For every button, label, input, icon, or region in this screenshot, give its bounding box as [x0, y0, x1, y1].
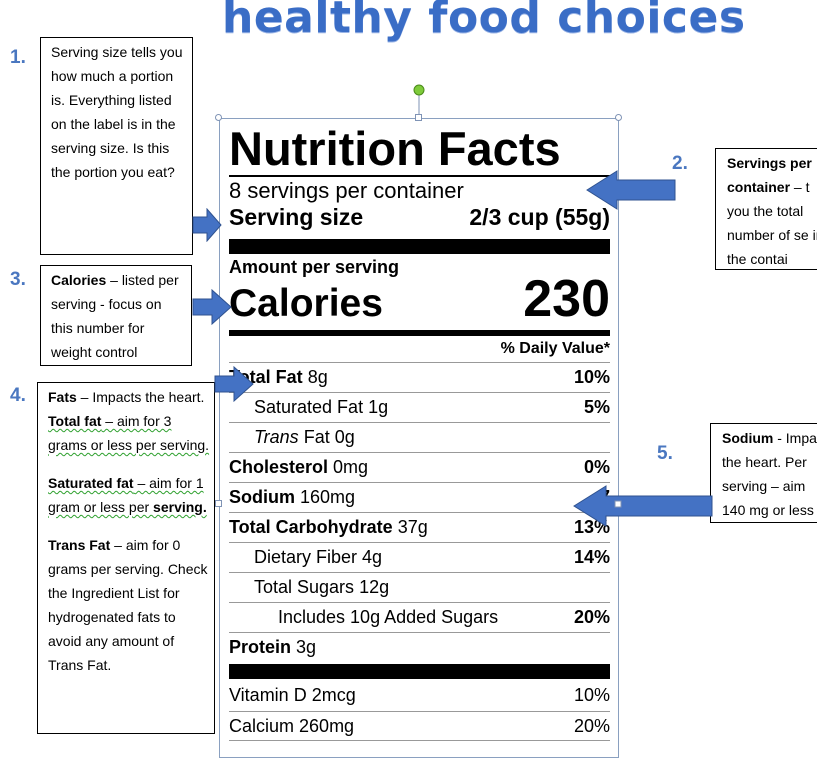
nutrient-pct: 10% [573, 685, 610, 705]
arrow-right-icon [214, 366, 254, 402]
servings-per-container: 8 servings per container [229, 178, 464, 203]
nutrient-amount: 2mcg [311, 685, 356, 705]
nutrition-facts-label[interactable]: Nutrition Facts 8 servings per container… [219, 118, 619, 758]
divider [229, 175, 610, 177]
serving-size-label: Serving size [229, 204, 364, 230]
note-fats: Fats – Impacts the heart. Total fat – ai… [37, 382, 215, 734]
divider-thick [229, 664, 610, 679]
nutrient-row-protein: Protein 3g [229, 633, 610, 662]
arrow-left-icon [586, 170, 676, 210]
nutrient-name: Vitamin D [229, 685, 307, 705]
resize-handle[interactable] [215, 114, 222, 121]
nutrient-name: Trans [254, 427, 299, 447]
nutrient-name: Total Carbohydrate [229, 517, 393, 537]
nutrient-amount: 0mg [333, 457, 369, 477]
nutrient-row-total-fat: Total Fat 8g 10% [229, 363, 610, 393]
note-sodium: Sodium - Impa the heart. Per serving – a… [710, 423, 817, 523]
label-title: Nutrition Facts [229, 122, 561, 175]
nutrient-name: Protein [229, 637, 292, 657]
note-4-fats-heading: Fats [48, 389, 77, 405]
nutrient-row-trans-fat: Trans Fat 0g [229, 423, 610, 453]
nutrient-name: Sodium [229, 487, 295, 507]
nutrient-pct: 14% [573, 547, 610, 567]
note-2-text: – t you the total number of se in the co… [727, 179, 817, 267]
note-calories: Calories – listed per serving - focus on… [40, 265, 192, 366]
note-4-fats-text: – Impacts the heart. [76, 389, 205, 405]
nutrient-row-cholesterol: Cholesterol 0mg 0% [229, 453, 610, 483]
nutrient-row-sodium: Sodium 160mg 7 [229, 483, 610, 513]
note-4-total-text: – aim for 3 grams or less per serving. [48, 413, 210, 453]
nutrient-name: Total Sugars [254, 577, 355, 597]
note-2-heading: Servings per container [727, 155, 812, 195]
resize-handle[interactable] [615, 114, 622, 121]
note-5-text: - Impa the heart. Per serving – aim 140 … [722, 430, 817, 518]
nutrient-name: Calcium [229, 716, 295, 736]
arrow-right-icon [192, 289, 232, 325]
note-4-trans-text: – aim for 0 grams per serving. Check the… [48, 537, 208, 673]
arrow-right-icon [192, 208, 222, 242]
nutrient-amount: 4g [362, 547, 383, 567]
nutrient-amount: 3g [296, 637, 317, 657]
divider-thick [229, 239, 610, 254]
note-4-trans-heading: Trans Fat [48, 537, 111, 553]
calories-label: Calories [229, 282, 383, 325]
rotate-handle[interactable] [410, 82, 430, 122]
nutrient-name: Dietary Fiber [254, 547, 358, 567]
note-5-heading: Sodium [722, 430, 774, 446]
serving-size-value: 2/3 cup (55g) [469, 204, 610, 230]
note-4-sat-text: – aim for 1 gram or less per [48, 475, 204, 515]
nutrient-amount: 8g [307, 367, 328, 387]
note-3-heading: Calories [51, 272, 107, 288]
nutrient-row-total-sugars: Total Sugars 12g [229, 573, 610, 603]
nutrient-amount: 37g [397, 517, 428, 537]
amount-per-serving: Amount per serving [229, 257, 400, 277]
nutrient-pct: 20% [573, 607, 610, 627]
note-servings-per-container: Servings per container – t you the total… [715, 148, 817, 270]
divider-medium [229, 330, 610, 336]
nutrient-name: Includes 10g Added Sugars [278, 607, 499, 627]
calories-row: Calories 230 [229, 270, 610, 328]
nutrient-amount: 260mg [299, 716, 355, 736]
nutrient-row-calcium: Calcium 260mg 20% [229, 712, 610, 741]
nutrient-pct: 20% [573, 716, 610, 736]
nutrient-amount: 1g [368, 397, 389, 417]
page-title: healthy food choices [222, 0, 746, 43]
arrow-left-icon [573, 485, 713, 527]
number-1: 1. [10, 47, 26, 68]
number-5: 5. [657, 443, 673, 464]
nutrient-row-total-carbohydrate: Total Carbohydrate 37g 13% [229, 513, 610, 543]
nutrient-row-added-sugars: Includes 10g Added Sugars 20% [229, 603, 610, 633]
nutrient-pct: 0% [583, 457, 610, 477]
note-4-sat-serving: serving. [153, 499, 207, 515]
serving-size-row: Serving size 2/3 cup (55g) [229, 204, 610, 231]
daily-value-header: % Daily Value* [229, 336, 610, 363]
number-4: 4. [10, 385, 26, 406]
nutrient-amount: Fat 0g [303, 427, 355, 447]
resize-handle[interactable] [215, 500, 222, 507]
number-3: 3. [10, 269, 26, 290]
note-3-text: – listed per serving - focus on this num… [51, 272, 179, 360]
resize-handle[interactable] [415, 114, 422, 121]
note-4-sat-heading: Saturated fat [48, 475, 134, 491]
nutrient-pct: 10% [573, 367, 610, 387]
nutrient-amount: 12g [359, 577, 390, 597]
nutrient-amount: 160mg [300, 487, 356, 507]
nutrient-name: Cholesterol [229, 457, 329, 477]
nutrient-row-saturated-fat: Saturated Fat 1g 5% [229, 393, 610, 423]
nutrient-row-dietary-fiber: Dietary Fiber 4g 14% [229, 543, 610, 573]
note-4-total-heading: Total fat [48, 413, 102, 429]
nutrient-name: Saturated Fat [254, 397, 364, 417]
note-serving-size-text: Serving size tells you how much a portio… [51, 44, 183, 180]
nutrient-pct: 5% [583, 397, 610, 417]
number-2: 2. [672, 153, 688, 174]
calories-value: 230 [523, 270, 610, 328]
note-serving-size: Serving size tells you how much a portio… [40, 37, 193, 255]
nutrient-row-vitamin-d: Vitamin D 2mcg 10% [229, 679, 610, 712]
